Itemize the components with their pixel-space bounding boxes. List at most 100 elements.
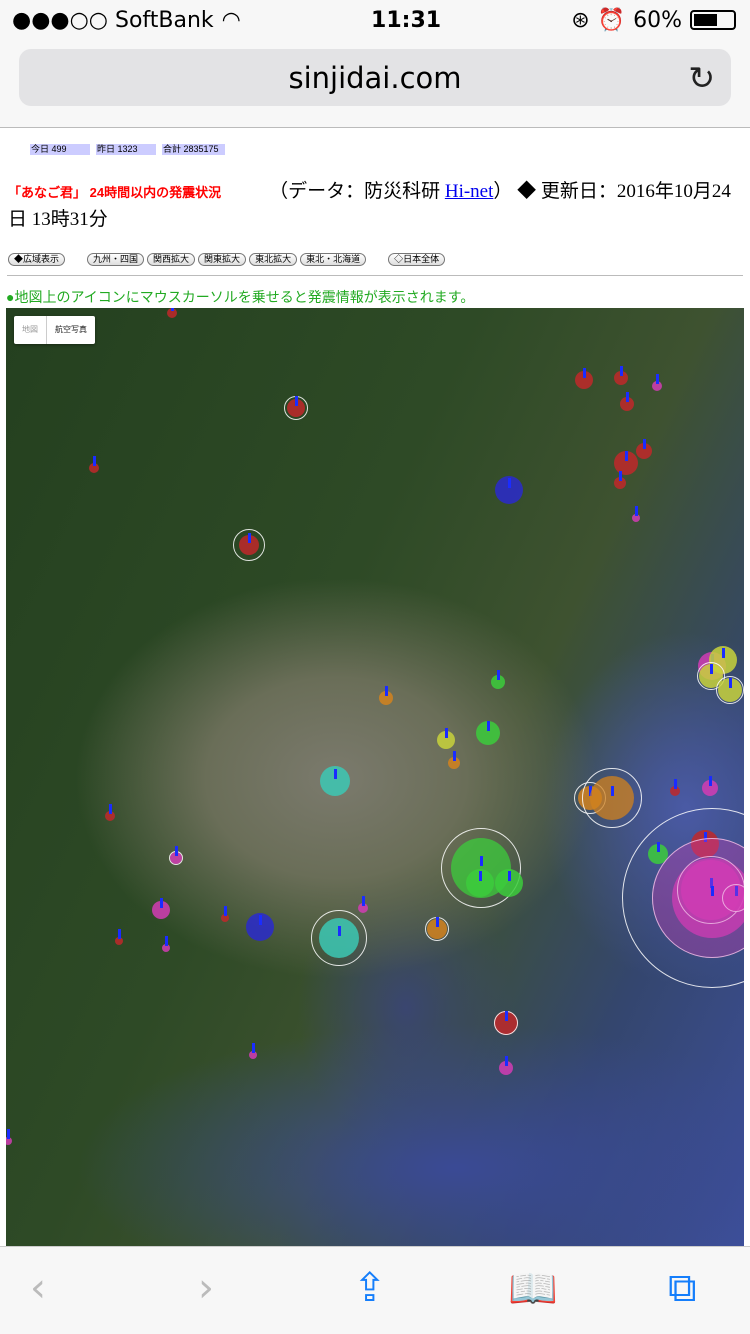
button-japan[interactable]: ◇日本全体 [388, 253, 446, 266]
earthquake-marker[interactable] [614, 371, 628, 385]
earthquake-marker[interactable] [358, 903, 368, 913]
earthquake-marker[interactable] [652, 381, 662, 391]
earthquake-marker[interactable] [6, 1137, 12, 1145]
marker-pin-icon [224, 906, 227, 916]
earthquake-marker[interactable] [636, 443, 652, 459]
earthquake-marker[interactable] [115, 937, 123, 945]
data-source: （データ：防災科研 [269, 181, 445, 202]
hinet-link[interactable]: Hi-net [444, 181, 494, 202]
earthquake-marker[interactable] [448, 757, 460, 769]
counter-total: 合計 2835175 [162, 144, 225, 155]
marker-pin-icon [505, 1011, 508, 1021]
marker-pin-icon [445, 728, 448, 738]
forward-icon[interactable]: › [198, 1265, 214, 1311]
marker-pin-icon [674, 779, 677, 789]
browser-toolbar: ‹ › ⇪ 📖 ⧉ [0, 1246, 750, 1334]
marker-pin-icon [160, 898, 163, 908]
marker-pin-icon [480, 856, 483, 866]
magnitude-ring [582, 768, 642, 828]
marker-pin-icon [497, 670, 500, 680]
marker-pin-icon [508, 871, 511, 881]
marker-pin-icon [620, 366, 623, 376]
marker-pin-icon [385, 686, 388, 696]
earthquake-marker[interactable] [167, 308, 177, 318]
battery-icon [689, 10, 736, 30]
earthquake-marker[interactable] [491, 675, 505, 689]
back-icon[interactable]: ‹ [30, 1265, 46, 1311]
earthquake-marker[interactable] [249, 1051, 257, 1059]
earthquake-marker[interactable] [499, 1061, 513, 1075]
marker-pin-icon [487, 721, 490, 731]
marker-pin-icon [505, 1056, 508, 1066]
earthquake-marker[interactable] [162, 944, 170, 952]
marker-pin-icon [453, 751, 456, 761]
url-field[interactable]: sinjidai.com ↻ [19, 49, 731, 106]
button-tohoku-hokkaido[interactable]: 東北・北海道 [300, 253, 367, 266]
marker-pin-icon [619, 471, 622, 481]
earthquake-marker[interactable] [221, 914, 229, 922]
earthquake-marker[interactable] [614, 477, 626, 489]
marker-pin-icon [248, 533, 251, 543]
marker-pin-icon [171, 308, 174, 311]
marker-pin-icon [643, 439, 646, 449]
marker-pin-icon [165, 936, 168, 946]
marker-pin-icon [175, 846, 178, 856]
magnitude-ring [311, 910, 367, 966]
marker-pin-icon [259, 915, 262, 925]
earthquake-marker[interactable] [670, 786, 680, 796]
marker-pin-icon [710, 664, 713, 674]
marker-pin-icon [729, 678, 732, 688]
marker-pin-icon [583, 368, 586, 378]
tabs-icon[interactable]: ⧉ [668, 1265, 697, 1311]
marker-pin-icon [711, 886, 714, 896]
button-kanto[interactable]: 関東拡大 [198, 253, 247, 266]
wifi-icon: ◠ [221, 7, 241, 33]
region-buttons: ◆広域表示 九州・四国 関西拡大 関東拡大 東北拡大 東北・北海道 ◇日本全体 [8, 253, 448, 266]
earthquake-marker[interactable] [152, 901, 170, 919]
button-kansai[interactable]: 関西拡大 [147, 253, 196, 266]
magnitude-ring [716, 676, 744, 704]
marker-pin-icon [295, 396, 298, 406]
map-hint: ●地図上のアイコンにマウスカーソルを乗せると発震情報が表示されます。 [6, 289, 475, 305]
map-type-map[interactable]: 地図 [14, 316, 47, 344]
earthquake-marker[interactable] [620, 397, 634, 411]
earthquake-map[interactable]: 地図 航空写真 [6, 308, 744, 1246]
button-kyushu[interactable]: 九州・四国 [87, 253, 145, 266]
earthquake-marker[interactable] [379, 691, 393, 705]
button-tohoku[interactable]: 東北拡大 [249, 253, 298, 266]
map-type-satellite[interactable]: 航空写真 [55, 325, 87, 334]
url-text: sinjidai.com [288, 60, 462, 95]
marker-pin-icon [479, 871, 482, 881]
update-date: ◆ 更新日：2016年10月24日 13時31分 [8, 181, 731, 230]
share-icon[interactable]: ⇪ [353, 1265, 387, 1311]
marker-pin-icon [7, 1129, 10, 1139]
counter-today: 今日 499 [30, 144, 90, 155]
clock: 11:31 [371, 7, 442, 33]
earthquake-marker[interactable] [632, 514, 640, 522]
marker-pin-icon [722, 648, 725, 658]
marker-pin-icon [626, 392, 629, 402]
marker-pin-icon [635, 506, 638, 516]
status-bar: ●●●○○ SoftBank ◠ 11:31 ⊛ ⏰ 60% [0, 0, 750, 40]
marker-pin-icon [338, 926, 341, 936]
button-wide[interactable]: ◆広域表示 [8, 253, 66, 266]
map-type-control: 地図 航空写真 [14, 316, 95, 344]
magnitude-ring [622, 808, 744, 988]
bookmarks-icon[interactable]: 📖 [508, 1266, 558, 1312]
marker-pin-icon [334, 769, 337, 779]
earthquake-marker[interactable] [702, 780, 718, 796]
divider [7, 275, 743, 276]
earthquake-marker[interactable] [89, 463, 99, 473]
marker-pin-icon [625, 451, 628, 461]
marker-pin-icon [436, 917, 439, 927]
earthquake-marker[interactable] [105, 811, 115, 821]
reload-icon[interactable]: ↻ [688, 58, 715, 97]
earthquake-marker[interactable] [437, 731, 455, 749]
marker-pin-icon [611, 786, 614, 796]
data-source-end: ） [493, 181, 513, 202]
marker-pin-icon [656, 374, 659, 384]
marker-pin-icon [252, 1043, 255, 1053]
marker-pin-icon [118, 929, 121, 939]
earthquake-marker[interactable] [575, 371, 593, 389]
marker-pin-icon [93, 456, 96, 466]
